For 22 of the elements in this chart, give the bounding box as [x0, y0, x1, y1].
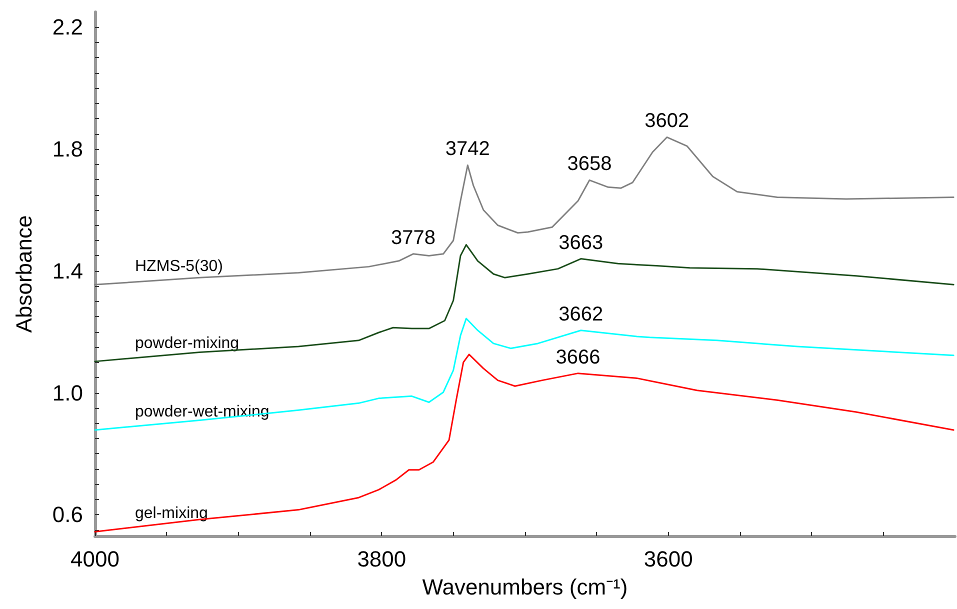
- annotation: 3658: [567, 153, 612, 176]
- line-series: [94, 136, 954, 286]
- annotation: 3742: [445, 138, 490, 160]
- x-tick-label: 3800: [357, 546, 406, 572]
- annotation: 3602: [644, 110, 690, 132]
- annotation: 3666: [556, 346, 600, 368]
- x-axis-title: Wavenumbers (cm⁻¹): [422, 574, 628, 600]
- series-label: powder-wet-mixing: [135, 403, 270, 420]
- series-label: HZMS-5(30): [135, 258, 224, 276]
- y-tick-label: 1.8: [52, 136, 83, 162]
- y-axis-title: Absorbance: [12, 215, 36, 333]
- x-tick-label: 4000: [70, 546, 120, 572]
- annotation: 3663: [558, 232, 604, 254]
- x-tick-label: 3600: [644, 546, 693, 572]
- annotation: 3662: [558, 303, 604, 326]
- y-tick-label: 1.0: [52, 380, 83, 406]
- series-label: gel-mixing: [135, 505, 208, 522]
- y-tick-label: 0.6: [52, 502, 83, 528]
- y-tick-label: 1.4: [52, 258, 83, 284]
- series-label: powder-mixing: [135, 334, 240, 352]
- y-tick-label: 2.2: [52, 14, 83, 40]
- annotation: 3778: [390, 226, 436, 249]
